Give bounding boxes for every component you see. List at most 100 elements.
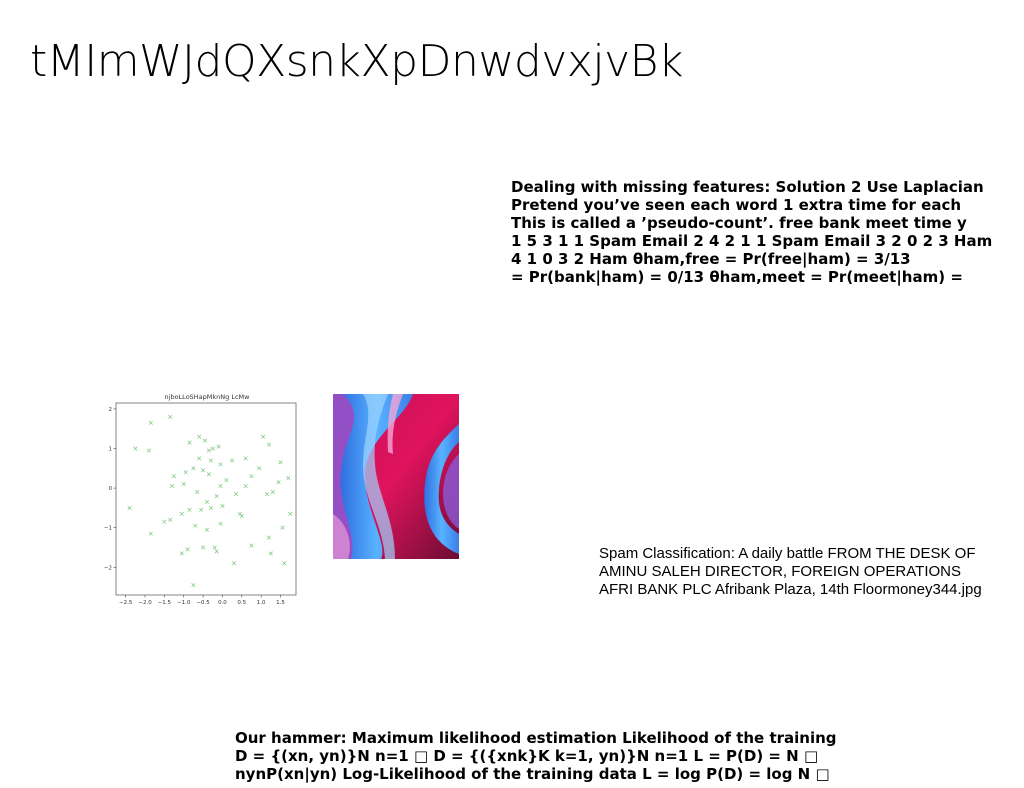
x-tick-label: 0.0 bbox=[218, 600, 227, 605]
scatter-point bbox=[266, 442, 271, 447]
scatter-point bbox=[197, 456, 202, 461]
scatter-point bbox=[224, 478, 229, 483]
x-tick-label: 1.0 bbox=[257, 600, 266, 605]
scatter-point bbox=[286, 476, 291, 481]
scatter-point bbox=[214, 549, 219, 554]
text-line: Pretend you’ve seen each word 1 extra ti… bbox=[511, 196, 962, 214]
scatter-point bbox=[218, 484, 223, 489]
scatter-point bbox=[208, 458, 213, 463]
text-line: 4 1 0 3 2 Ham θham,free = Pr(free|ham) =… bbox=[511, 250, 911, 268]
scatter-point bbox=[204, 499, 210, 505]
x-tick-label: 0.5 bbox=[237, 600, 246, 605]
scatter-chart-svg: njboLLoSHapMknNg LcMw −2.5 −2.0 −1.5 −1.0 −0… bbox=[104, 393, 297, 605]
scatter-point bbox=[202, 438, 208, 443]
scatter-point bbox=[243, 484, 248, 489]
scatter-point bbox=[230, 458, 235, 463]
scatter-point bbox=[170, 484, 175, 489]
text-line: This is called a ’pseudo-count’. free ba… bbox=[511, 214, 967, 232]
scatter-chart: njboLLoSHapMknNg LcMw −2.5 −2.0 −1.5 −1.0 −0… bbox=[100, 390, 305, 605]
scatter-point bbox=[270, 490, 275, 495]
slide-title: tMImWJdQXsnkXpDnwdvxjvBk bbox=[30, 36, 683, 87]
x-tick-label: −0.5 bbox=[196, 600, 210, 605]
x-tick-label: −2.0 bbox=[138, 600, 152, 605]
scatter-point bbox=[206, 472, 211, 477]
text-line: AMINU SALEH DIRECTOR, FOREIGN OPERATIONS bbox=[599, 563, 961, 580]
scatter-point bbox=[133, 446, 138, 451]
scatter-point bbox=[148, 420, 153, 425]
scatter-point bbox=[249, 543, 254, 548]
text-line: 1 5 3 1 1 Spam Email 2 4 2 1 1 Spam Emai… bbox=[511, 232, 993, 250]
scatter-point bbox=[179, 511, 184, 516]
y-tick-label: 2 bbox=[109, 407, 113, 413]
y-tick-label: 1 bbox=[109, 447, 113, 453]
scatter-point bbox=[218, 521, 223, 526]
scatter-point bbox=[233, 492, 239, 497]
scatter-point bbox=[218, 462, 223, 467]
scatter-point bbox=[210, 446, 215, 451]
x-tick-label: −1.5 bbox=[158, 600, 172, 605]
scatter-point bbox=[264, 492, 270, 497]
scatter-point bbox=[232, 561, 237, 566]
scatter-point bbox=[243, 456, 248, 461]
text-line: AFRI BANK PLC Afribank Plaza, 14th Floor… bbox=[599, 581, 982, 598]
scatter-point bbox=[239, 513, 244, 518]
text-block-naive-bayes: Dealing with missing features: Solution … bbox=[511, 178, 992, 286]
scatter-point bbox=[183, 470, 188, 475]
text-line: nynP(xn|yn) Log-Likelihood of the traini… bbox=[235, 765, 830, 783]
scatter-point bbox=[179, 551, 184, 556]
abstract-wave-icon bbox=[333, 394, 459, 559]
scatter-point bbox=[266, 535, 271, 540]
scatter-point bbox=[191, 466, 196, 471]
scatter-point bbox=[187, 507, 192, 512]
scatter-point bbox=[199, 507, 204, 512]
scatter-point bbox=[268, 551, 273, 556]
scatter-point bbox=[212, 545, 217, 550]
scatter-point bbox=[280, 525, 285, 530]
y-tick-label: 0 bbox=[109, 486, 113, 492]
text-line: = Pr(bank|ham) = 0/13 θham,meet = Pr(mee… bbox=[511, 268, 963, 286]
text-line: D = {(xn, yn)}N n=1 □ D = {({xnk}K k=1, … bbox=[235, 747, 819, 765]
scatter-point bbox=[172, 474, 177, 479]
scatter-point bbox=[201, 468, 206, 473]
x-tick-label: −2.5 bbox=[119, 600, 133, 605]
scatter-point bbox=[191, 583, 196, 588]
abstract-wave-image bbox=[333, 394, 459, 559]
scatter-point bbox=[206, 448, 211, 453]
scatter-point bbox=[197, 434, 202, 439]
scatter-point bbox=[193, 523, 198, 528]
scatter-point bbox=[201, 545, 206, 550]
text-line: Our hammer: Maximum likelihood estimatio… bbox=[235, 729, 837, 747]
chart-plot-frame bbox=[115, 402, 297, 596]
scatter-point bbox=[278, 460, 283, 465]
scatter-point bbox=[208, 505, 213, 510]
scatter-point bbox=[148, 531, 153, 536]
scatter-point bbox=[214, 493, 219, 499]
scatter-point bbox=[288, 511, 293, 516]
y-tick-label: −2 bbox=[104, 565, 112, 571]
text-block-mle: Our hammer: Maximum likelihood estimatio… bbox=[235, 729, 837, 783]
chart-title: njboLLoSHapMknNg LcMw bbox=[165, 393, 251, 401]
text-line: Spam Classification: A daily battle FROM… bbox=[599, 545, 976, 562]
scatter-point bbox=[195, 490, 200, 495]
scatter-point bbox=[168, 517, 173, 522]
scatter-point bbox=[127, 505, 132, 510]
y-tick-label: −1 bbox=[104, 526, 112, 532]
scatter-point bbox=[276, 480, 281, 485]
scatter-point bbox=[261, 434, 266, 439]
x-tick-label: −1.0 bbox=[177, 600, 191, 605]
scatter-point bbox=[216, 444, 221, 449]
scatter-point bbox=[257, 466, 262, 471]
scatter-point bbox=[249, 474, 254, 479]
scatter-point bbox=[204, 527, 210, 532]
scatter-point bbox=[168, 414, 173, 419]
text-line: Dealing with missing features: Solution … bbox=[511, 178, 984, 196]
text-block-spam-classification: Spam Classification: A daily battle FROM… bbox=[599, 545, 982, 599]
scatter-point bbox=[185, 547, 190, 552]
scatter-point bbox=[220, 503, 225, 508]
scatter-point bbox=[162, 519, 167, 524]
scatter-point bbox=[181, 482, 186, 487]
scatter-point bbox=[146, 448, 151, 453]
x-tick-label: 1.5 bbox=[276, 600, 285, 605]
scatter-point bbox=[187, 440, 192, 445]
scatter-point bbox=[282, 561, 287, 566]
